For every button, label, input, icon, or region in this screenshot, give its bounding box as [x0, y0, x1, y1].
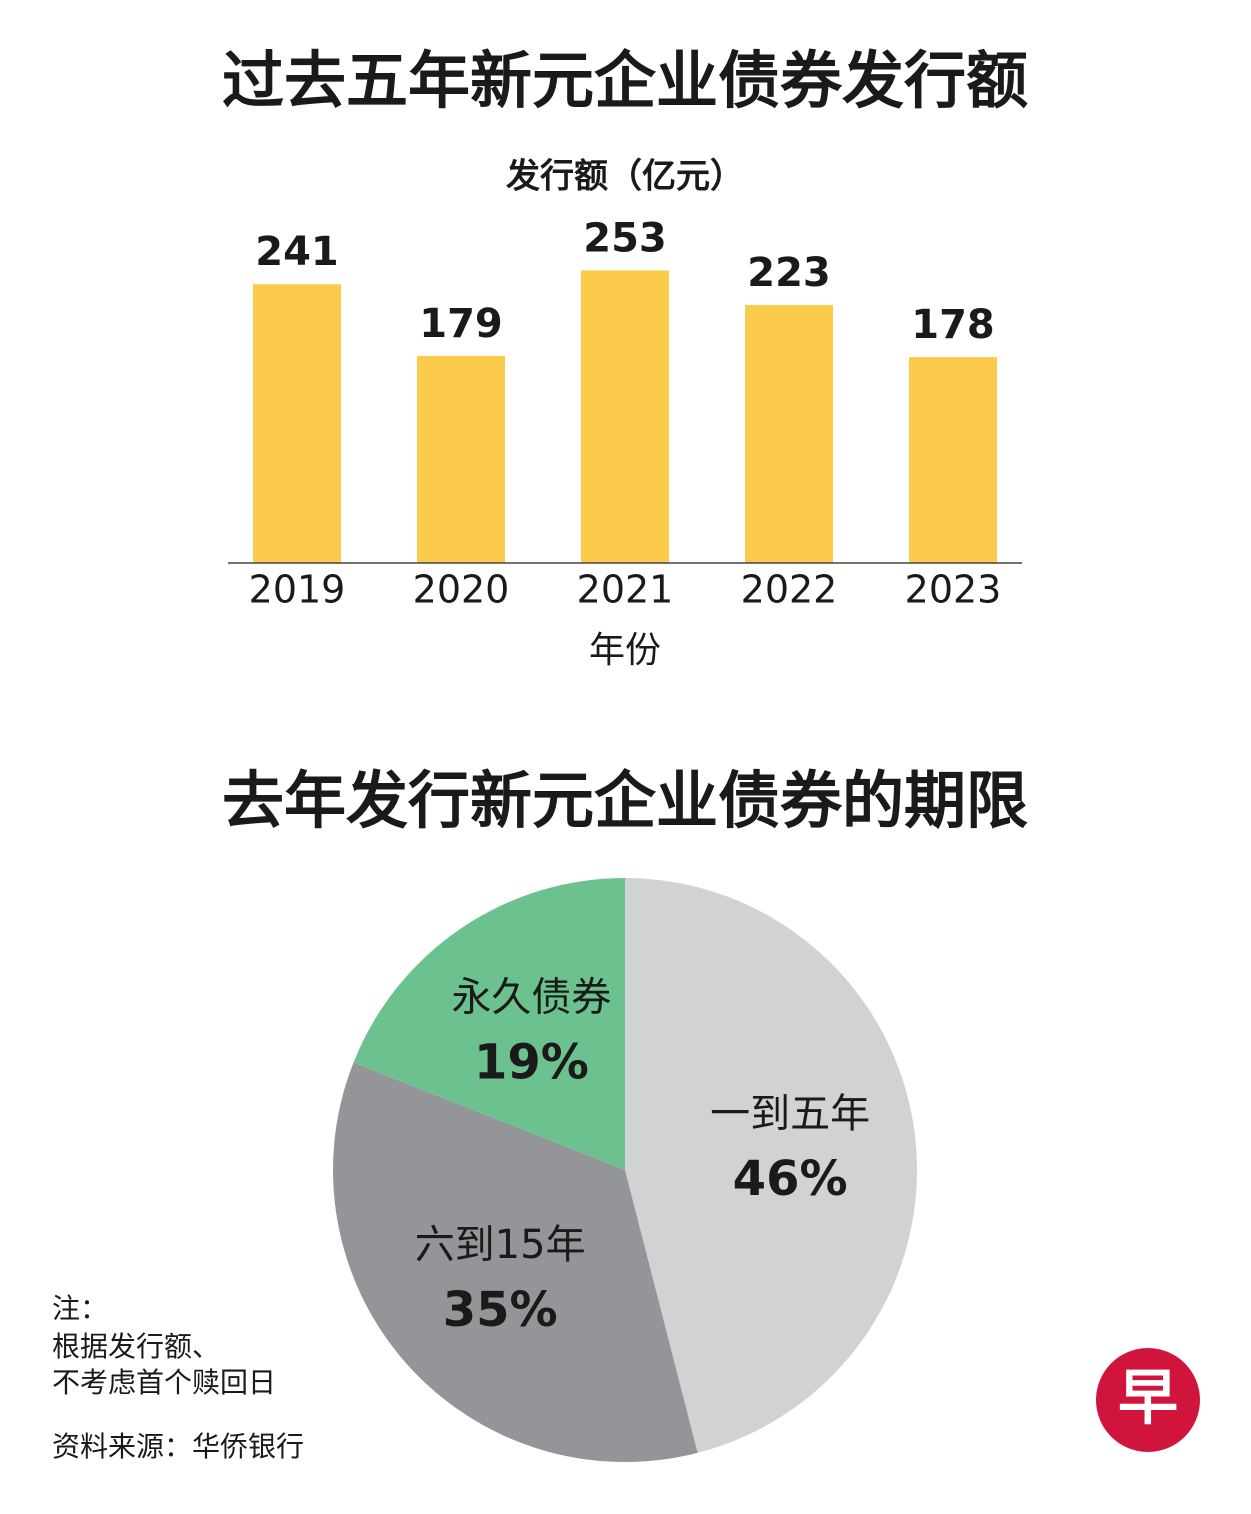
chart-subtitle: 发行额（亿元）: [506, 157, 744, 197]
pie-slice: [353, 878, 625, 1170]
logo-badge: [1096, 1348, 1200, 1452]
bar: [909, 357, 997, 563]
chart-title: 过去五年新元企业债券发行额: [222, 44, 1028, 117]
value-label: 253: [583, 215, 667, 261]
slice-label: 一到五年: [710, 1091, 870, 1137]
slice-label: 永久债券: [451, 974, 611, 1020]
x-tick-label: 2019: [249, 568, 346, 612]
slice-value: 35%: [443, 1282, 558, 1338]
pie-slice: [333, 1062, 698, 1462]
note: 注：: [52, 1292, 108, 1325]
x-axis-label: 年份: [589, 630, 661, 671]
value-label: 178: [911, 302, 995, 348]
bar: [745, 305, 833, 563]
bar: [253, 284, 341, 563]
note: 不考虑首个赎回日: [52, 1366, 276, 1399]
slice-value: 46%: [733, 1151, 848, 1207]
value-label: 223: [747, 250, 831, 296]
value-label: 179: [419, 301, 503, 347]
bar: [417, 355, 505, 563]
x-tick-label: 2023: [905, 568, 1002, 612]
pie-slice: [625, 878, 917, 1453]
value-label: 241: [255, 229, 339, 275]
slice-value: 19%: [474, 1034, 589, 1090]
note: 根据发行额、: [52, 1330, 220, 1363]
logo: 早: [1118, 1364, 1178, 1434]
x-tick-label: 2020: [413, 568, 510, 612]
slice-label: 六到15年: [415, 1222, 586, 1268]
source: 资料来源：华侨银行: [52, 1430, 304, 1463]
x-tick-label: 2021: [577, 568, 674, 612]
chart-title: 去年发行新元企业债券的期限: [222, 764, 1028, 837]
bar: [581, 270, 669, 563]
x-tick-label: 2022: [741, 568, 838, 612]
